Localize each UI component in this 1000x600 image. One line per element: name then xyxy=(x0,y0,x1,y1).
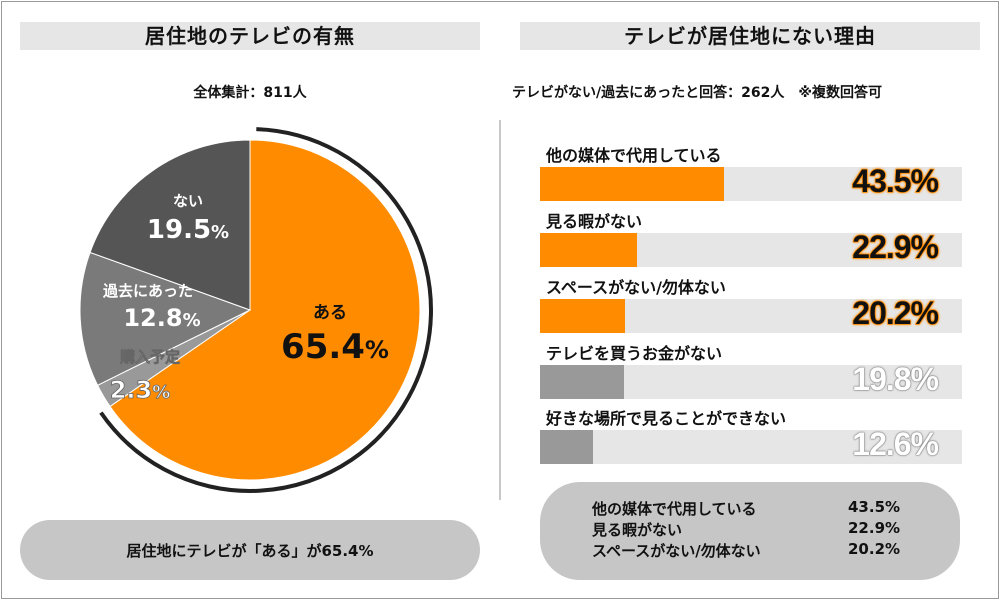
bar-3 xyxy=(540,299,626,333)
pie-label-aru: ある xyxy=(313,303,347,323)
bar-track-4: 19.8% xyxy=(540,361,962,399)
bar-label-4: テレビを買うお金がない xyxy=(546,344,723,363)
bar-label-3: スペースがない/勿体ない xyxy=(546,278,726,297)
left-summary-pill: 居住地にテレビが「ある」が65.4% xyxy=(20,520,480,580)
pie-chart: ない 19.5% 過去にあった 12.8% 購入予定 2.3% ある 65.4% xyxy=(79,127,433,493)
summary-value-2: 22.9% xyxy=(848,519,901,537)
bar-2 xyxy=(540,233,637,267)
pie-value-nai: 19.5% xyxy=(147,215,229,245)
bar-track-2: 22.9% xyxy=(540,228,962,267)
pie-slice-nai xyxy=(89,139,251,311)
panel-divider xyxy=(499,120,501,500)
bar-label-1: 他の媒体で代用している xyxy=(546,146,722,165)
bar-value-1: 43.5% xyxy=(852,162,940,200)
bar-label-2: 見る暇がない xyxy=(546,212,643,231)
bar-label-5: 好きな場所で見ることができない xyxy=(546,409,787,428)
bar-value-3: 20.2% xyxy=(852,294,940,332)
left-title: 居住地のテレビの有無 xyxy=(20,22,480,50)
summary-value-1: 43.5% xyxy=(848,498,901,516)
pie-label-plan: 購入予定 xyxy=(119,348,180,366)
pie-label-past: 過去にあった xyxy=(102,282,193,300)
right-sample-size: テレビがない/過去にあったと回答：262人 ※複数回答可 xyxy=(512,85,882,101)
summary-label-1: 他の媒体で代用している xyxy=(592,500,757,518)
pie-accent-arc xyxy=(99,127,433,493)
pie-value-plan: 2.3% xyxy=(110,376,171,404)
bar-4 xyxy=(540,365,624,399)
pie-slice-past xyxy=(79,251,252,386)
left-sample-size: 全体集計：811人 xyxy=(193,85,307,101)
bar-value-2: 22.9% xyxy=(852,228,940,266)
summary-label-3: スペースがない/勿体ない xyxy=(592,542,761,560)
summary-value-3: 20.2% xyxy=(848,540,901,558)
bar-value-4: 19.8% xyxy=(852,361,939,397)
bar-value-5: 12.6% xyxy=(852,426,939,462)
pie-value-aru: 65.4% xyxy=(281,327,389,367)
bar-track-5: 12.6% xyxy=(540,426,962,464)
pie-label-nai: ない xyxy=(173,192,203,210)
bar-1 xyxy=(540,167,724,201)
bar-track-3: 20.2% xyxy=(540,294,962,333)
bar-track-1: 43.5% xyxy=(540,162,962,201)
right-title: テレビが居住地にない理由 xyxy=(520,22,980,50)
pie-slice-aru xyxy=(109,139,421,481)
pie-value-past: 12.8% xyxy=(123,304,200,332)
summary-label-2: 見る暇がない xyxy=(592,521,683,539)
bar-5 xyxy=(540,430,594,464)
right-summary-pill: 他の媒体で代用している 43.5% 見る暇がない 22.9% スペースがない/勿… xyxy=(540,482,960,580)
